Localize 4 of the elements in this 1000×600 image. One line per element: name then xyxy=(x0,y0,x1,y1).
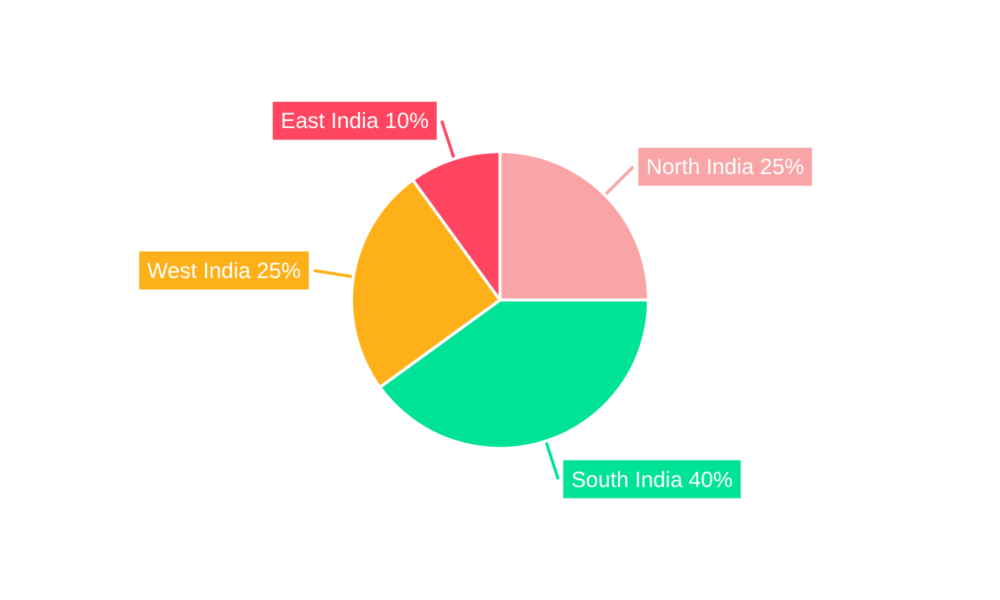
slice-label: South India 40% xyxy=(571,466,733,492)
slice-label: East India 10% xyxy=(280,108,429,134)
slice-label: North India 25% xyxy=(646,154,804,180)
slice-label: West India 25% xyxy=(147,258,301,284)
